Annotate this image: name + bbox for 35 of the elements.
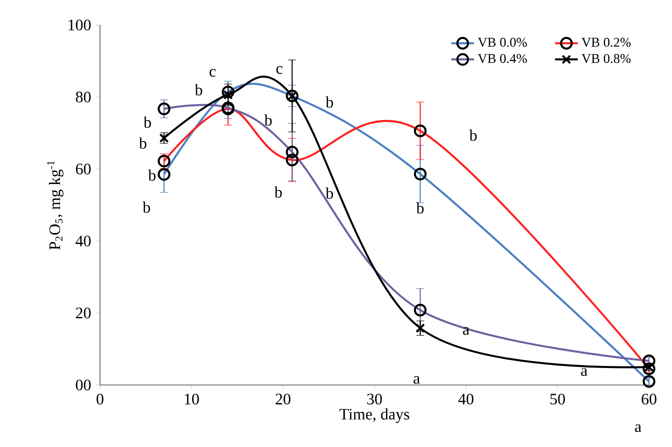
x-tick-label: 20 [276, 394, 290, 404]
y-tick-label: 60 [76, 164, 91, 174]
x-tick-label: 10 [184, 394, 199, 404]
x-tick-label: 50 [550, 394, 565, 404]
legend-label: VB 0.4% [478, 54, 527, 64]
annotation: b [469, 130, 477, 141]
annotation: b [264, 114, 272, 126]
annotation: a [581, 368, 588, 376]
y-tick-label: 40 [76, 236, 91, 246]
annotation: b [139, 137, 146, 149]
x-tick-label: 40 [458, 394, 474, 404]
x-axis-title: Time, days [340, 408, 410, 423]
y-axis-title: P$_{2}$O$_{5}$, mg kg$^{-1}$ [47, 161, 64, 250]
y-tick-label: 20 [76, 308, 91, 318]
x-tick-label: 30 [367, 394, 382, 404]
text: a [635, 424, 642, 432]
y-tick-label: 80 [76, 92, 91, 102]
x-tick-label: 0 [96, 394, 104, 404]
annotation: c [210, 69, 216, 77]
annotation: b [144, 116, 151, 128]
annotation: b [274, 186, 282, 198]
legend-label: VB 0.2% [582, 38, 631, 47]
legend-label: VB 0.0% [478, 38, 527, 47]
annotation: b [148, 169, 156, 181]
x-tick-label: 60 [642, 394, 656, 404]
annotation: b [326, 96, 334, 108]
y-tick-label: 00 [76, 380, 91, 390]
annotation: c [276, 66, 282, 74]
annotation: b [326, 187, 334, 199]
legend-label: VB 0.8% [582, 54, 631, 64]
annotation: b [142, 202, 150, 213]
annotation: b [194, 84, 202, 96]
annotation: a [414, 376, 420, 384]
y-tick-label: 100 [68, 20, 91, 30]
annotation: b [416, 202, 424, 214]
